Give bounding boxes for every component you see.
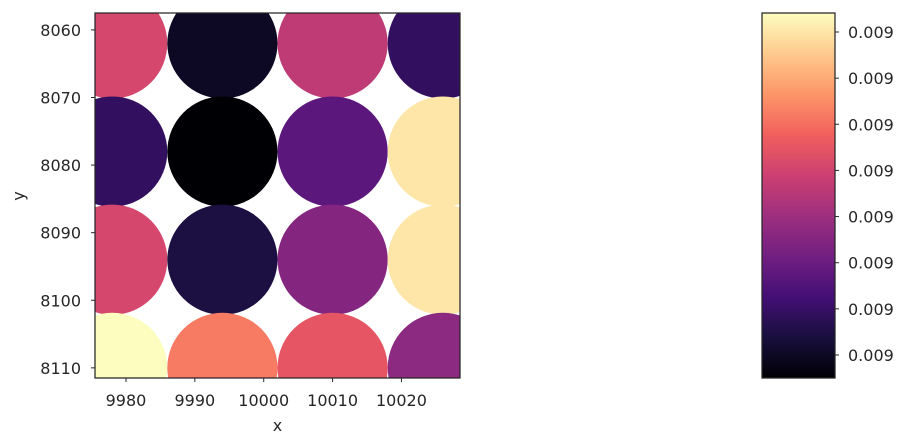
data-point-2 — [277, 13, 388, 99]
data-point-9 — [167, 204, 278, 315]
colorbar-tick-label: 0.009 — [848, 208, 894, 227]
colorbar-ticks: 0.009 0.009 0.009 0.009 0.009 0.009 0.009 0.009 — [835, 23, 894, 365]
y-tick-label: 8110 — [40, 359, 81, 378]
colorbar-tick-label: 0.009 — [848, 115, 894, 134]
data-point-1 — [167, 13, 278, 99]
y-axis-ticks: 8060 8070 8080 8090 8100 8110 — [40, 21, 95, 378]
data-point-0 — [95, 13, 168, 99]
colorbar-tick-label: 0.009 — [848, 23, 894, 42]
x-tick-label: 10000 — [238, 391, 289, 410]
x-tick-label: 10020 — [376, 391, 427, 410]
data-point-15 — [387, 312, 460, 378]
data-point-11 — [387, 204, 460, 315]
x-tick-label: 9980 — [106, 391, 147, 410]
points-layer — [95, 13, 460, 378]
plot-frame — [94, 12, 461, 379]
y-tick-label: 8090 — [40, 224, 81, 243]
x-tick-label: 10010 — [307, 391, 358, 410]
colorbar-gradient — [762, 13, 835, 378]
x-axis-label: x — [273, 416, 282, 435]
x-tick-label: 9990 — [174, 391, 215, 410]
data-point-10 — [277, 204, 388, 315]
y-tick-label: 8100 — [40, 291, 81, 310]
data-point-8 — [95, 204, 168, 315]
colorbar-tick-label: 0.009 — [848, 254, 894, 273]
data-point-3 — [387, 13, 460, 99]
data-point-6 — [277, 96, 388, 207]
colorbar-tick-label: 0.009 — [848, 346, 894, 365]
data-point-12 — [95, 312, 168, 378]
data-point-5 — [167, 96, 278, 207]
y-axis-label: y — [9, 191, 28, 200]
colorbar-frame — [761, 12, 836, 379]
colorbar-tick-label: 0.009 — [848, 300, 894, 319]
y-tick-label: 8080 — [40, 156, 81, 175]
data-point-14 — [277, 312, 388, 378]
data-point-4 — [95, 96, 168, 207]
data-point-7 — [387, 96, 460, 207]
x-axis-ticks: 9980 9990 10000 10010 10020 — [106, 378, 427, 410]
y-tick-label: 8060 — [40, 21, 81, 40]
colorbar-tick-label: 0.009 — [848, 161, 894, 180]
y-tick-label: 8070 — [40, 88, 81, 107]
colorbar-tick-label: 0.009 — [848, 69, 894, 88]
data-point-13 — [167, 312, 278, 378]
